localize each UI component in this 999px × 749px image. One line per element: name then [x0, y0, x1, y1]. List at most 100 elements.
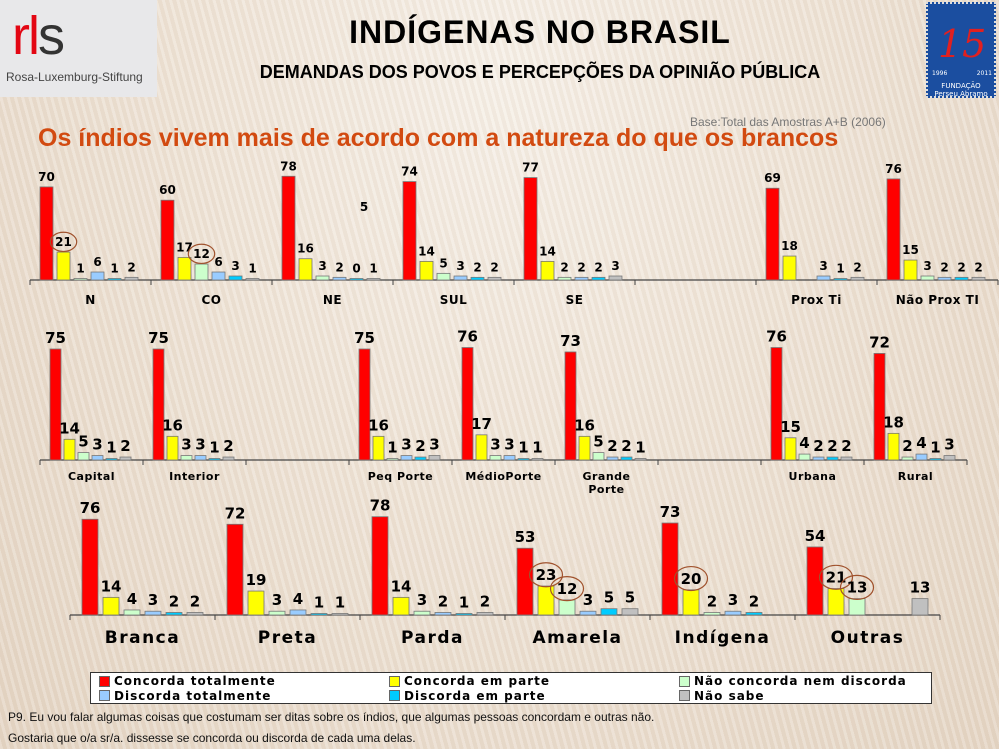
- data-label: 3: [429, 436, 439, 454]
- data-label: 18: [781, 239, 798, 253]
- data-label: 60: [159, 183, 176, 197]
- legend-item: Discorda em parte: [389, 689, 679, 704]
- data-label: 14: [539, 244, 556, 258]
- data-label: 3: [456, 259, 464, 273]
- bar-outras-series-5: [911, 598, 929, 616]
- rls-logo-name: Rosa-Luxemburg-Stiftung: [6, 70, 143, 84]
- bar-rural-series-0: [873, 353, 886, 461]
- bar-se-series-3: [574, 276, 589, 281]
- bar-preta-series-5: [331, 613, 349, 616]
- bar-amarela-series-0: [516, 547, 534, 616]
- category-label: N: [85, 293, 96, 307]
- legend-swatch: [679, 675, 690, 687]
- data-label: 1: [930, 439, 940, 457]
- data-label: 3: [401, 436, 411, 454]
- bar-capital-series-4: [105, 458, 118, 461]
- bar-rural-series-4: [929, 458, 942, 461]
- data-label: 2: [438, 592, 448, 610]
- bar-ne-series-1: [298, 258, 313, 281]
- category-label: Branca: [105, 628, 180, 648]
- bar-grande-porte-series-5: [634, 458, 647, 461]
- data-label: 1: [314, 594, 324, 612]
- highlight-circle: [187, 243, 216, 265]
- category-label: Preta: [258, 628, 317, 648]
- category-label: Rural: [898, 470, 933, 483]
- bar-indígena-series-2: [703, 612, 721, 616]
- bar-indígena-series-0: [661, 522, 679, 616]
- data-label: 3: [181, 436, 191, 454]
- legend-item: Não concorda nem discorda: [679, 674, 939, 689]
- bar-urbana-series-2: [798, 453, 811, 461]
- bar-ne-series-2: [315, 275, 330, 281]
- data-label: 13: [847, 579, 868, 597]
- bar-sul-series-4: [470, 276, 485, 281]
- bar-n-series-3: [90, 271, 105, 281]
- legend-swatch: [679, 690, 690, 702]
- data-label: 75: [354, 329, 375, 347]
- bar-médioporte-series-4: [517, 458, 530, 461]
- bar-grande-porte-series-0: [564, 351, 577, 461]
- bar-rural-series-5: [943, 455, 956, 461]
- data-label: 21: [55, 235, 72, 249]
- category-label: NE: [323, 293, 342, 307]
- bar-parda-series-5: [476, 612, 494, 616]
- bar-outras-series-2: [848, 598, 866, 616]
- bar-n-series-5: [124, 276, 139, 281]
- data-label: 78: [280, 159, 297, 173]
- data-label: 2: [749, 592, 759, 610]
- legend: Concorda totalmente Concorda em parte Nã…: [90, 672, 932, 704]
- bar-indígena-series-1: [682, 589, 700, 616]
- data-label: 4: [799, 434, 809, 452]
- data-label: 2: [940, 260, 948, 274]
- legend-item: Não sabe: [679, 689, 939, 704]
- data-label: 3: [923, 259, 931, 273]
- data-label: 69: [764, 171, 781, 185]
- bar-grande-porte-series-2: [592, 452, 605, 461]
- bar-sul-series-3: [453, 275, 468, 281]
- data-label: 3: [611, 259, 619, 273]
- data-label: 19: [246, 571, 267, 589]
- data-label: 2: [902, 437, 912, 455]
- data-label: 1: [369, 262, 377, 276]
- data-label: 2: [594, 260, 602, 274]
- data-label: 5: [604, 589, 614, 607]
- bar-não-prox-ti-series-5: [971, 276, 986, 281]
- bar-branca-series-2: [123, 609, 141, 616]
- data-label: 5: [593, 433, 603, 451]
- data-label: 16: [162, 416, 183, 434]
- data-label: 76: [457, 328, 478, 346]
- category-label: CO: [201, 293, 221, 307]
- bar-peq-porte-series-3: [400, 455, 413, 461]
- data-label: 1: [106, 439, 116, 457]
- highlight-circle: [528, 562, 564, 588]
- data-label: 72: [225, 504, 246, 522]
- bar-n-series-2: [73, 278, 88, 281]
- category-label: Interior: [169, 470, 220, 483]
- bar-se-series-4: [591, 276, 606, 281]
- data-label: 72: [869, 333, 890, 351]
- bar-n-series-0: [39, 186, 54, 281]
- bar-amarela-series-4: [600, 608, 618, 616]
- data-label: 3: [231, 259, 239, 273]
- data-label: 17: [176, 240, 193, 254]
- data-label: 75: [45, 329, 66, 347]
- data-label: 15: [780, 418, 801, 436]
- bar-peq-porte-series-1: [372, 435, 385, 461]
- data-label: 2: [560, 260, 568, 274]
- data-label: 70: [38, 170, 55, 184]
- data-label: 14: [101, 577, 122, 595]
- data-label: 2: [957, 260, 965, 274]
- bar-branca-series-0: [81, 518, 99, 616]
- bar-grande-porte-series-1: [578, 435, 591, 461]
- data-label: 2: [120, 437, 130, 455]
- bar-rural-series-2: [901, 456, 914, 461]
- data-label: 2: [974, 260, 982, 274]
- data-label: 12: [557, 580, 578, 598]
- data-label: 75: [148, 329, 169, 347]
- bar-n-series-1: [56, 251, 71, 281]
- data-label: 3: [819, 259, 827, 273]
- bar-parda-series-3: [434, 612, 452, 616]
- data-label: 3: [417, 591, 427, 609]
- bar-preta-series-1: [247, 590, 265, 616]
